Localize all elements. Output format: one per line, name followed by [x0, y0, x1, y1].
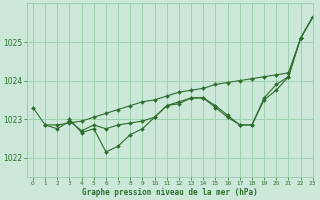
X-axis label: Graphe pression niveau de la mer (hPa): Graphe pression niveau de la mer (hPa) — [82, 188, 258, 197]
